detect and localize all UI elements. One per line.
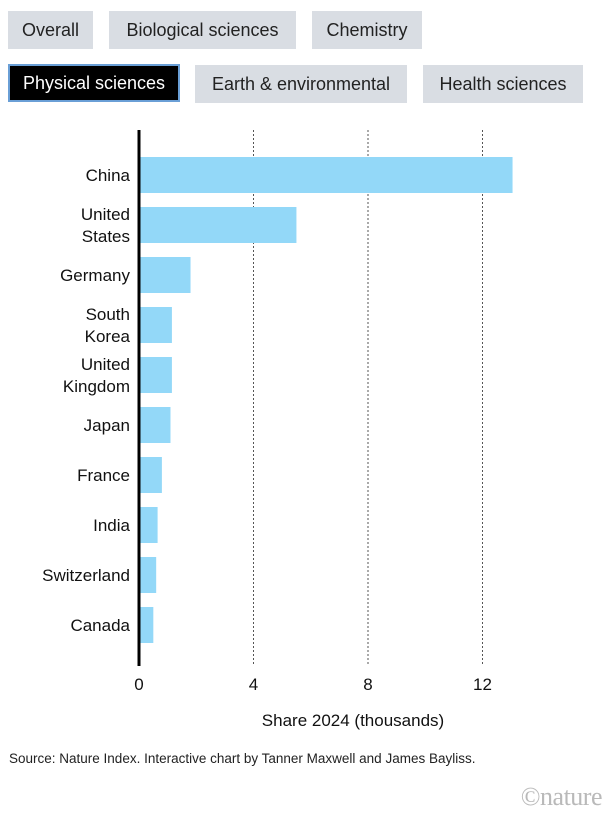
x-tick-label: 8	[363, 675, 372, 694]
bar	[139, 507, 158, 543]
bars	[139, 157, 513, 643]
category-label: United States	[81, 205, 130, 246]
bar	[139, 607, 154, 643]
category-labels: China United States Germany South Korea United…	[42, 166, 130, 635]
bar	[139, 457, 162, 493]
bar	[139, 557, 157, 593]
bar	[139, 157, 513, 193]
bar	[139, 307, 172, 343]
x-tick-label: 4	[249, 675, 258, 694]
bar-chart: China United States Germany South Korea United…	[42, 130, 513, 730]
category-label: South Korea	[85, 305, 131, 346]
tab-earth-environmental[interactable]: Earth & environmental	[195, 65, 407, 103]
x-tick-labels: 0 4 8 12	[134, 675, 492, 694]
bar	[139, 207, 297, 243]
category-label: Japan	[84, 416, 130, 435]
category-label: Canada	[70, 616, 130, 635]
bar	[139, 407, 171, 443]
tab-biological-sciences[interactable]: Biological sciences	[109, 11, 296, 49]
tab-physical-sciences[interactable]: Physical sciences	[8, 64, 180, 102]
category-label: Germany	[60, 266, 130, 285]
x-axis-title: Share 2024 (thousands)	[262, 711, 444, 730]
nature-logo: ©nature	[520, 782, 603, 811]
category-label: China	[86, 166, 131, 185]
tab-health-sciences[interactable]: Health sciences	[423, 65, 583, 103]
tab-chemistry[interactable]: Chemistry	[312, 11, 422, 49]
category-label: Switzerland	[42, 566, 130, 585]
bar	[139, 357, 172, 393]
category-label: United Kingdom	[63, 355, 130, 396]
bar	[139, 257, 191, 293]
tab-overall[interactable]: Overall	[8, 11, 93, 49]
category-label: India	[93, 516, 130, 535]
x-tick-label: 12	[473, 675, 492, 694]
source-note: Source: Nature Index. Interactive chart …	[9, 751, 476, 766]
category-label: France	[77, 466, 130, 485]
x-tick-label: 0	[134, 675, 143, 694]
